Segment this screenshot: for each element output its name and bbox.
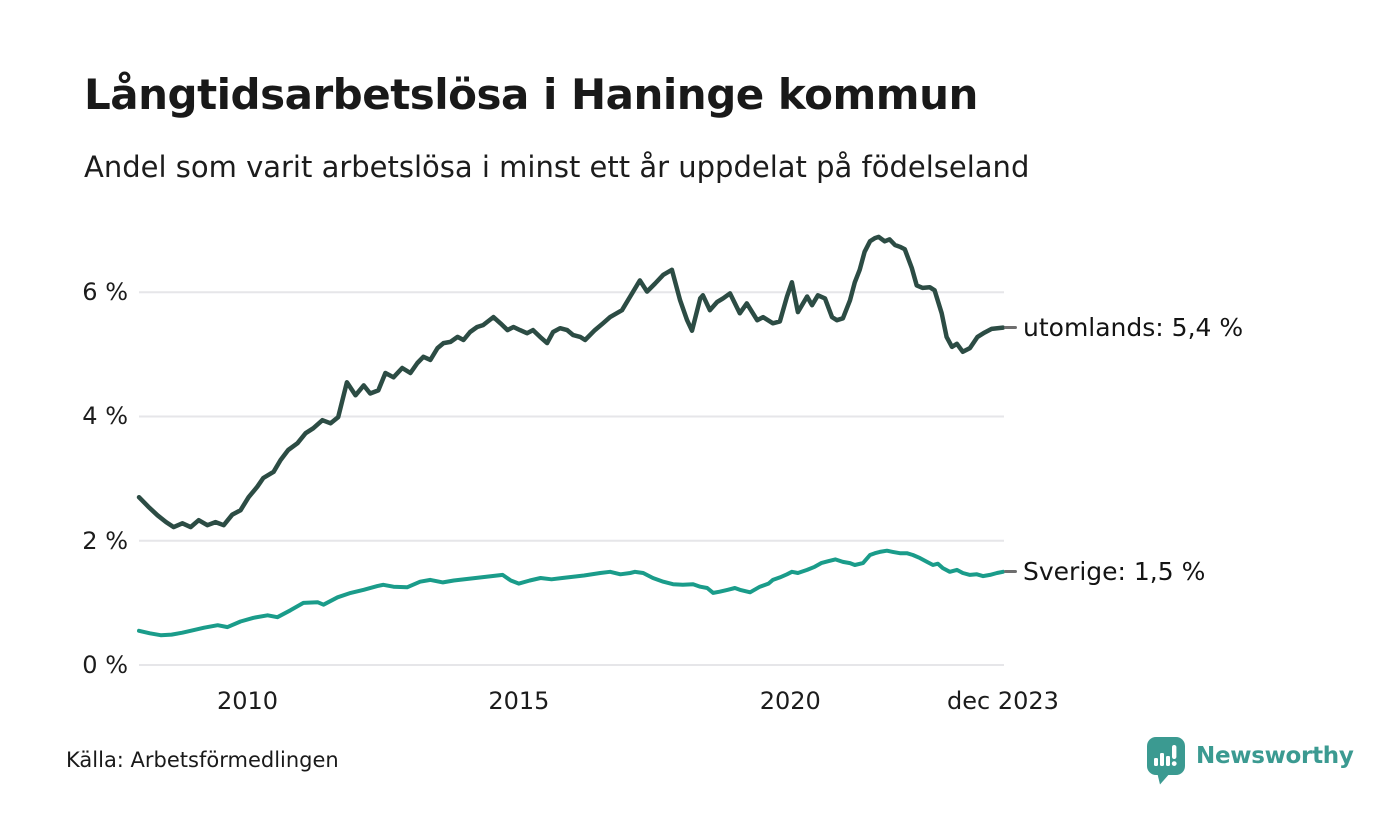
y-tick-label: 0 %: [82, 651, 128, 679]
x-tick-label: 2020: [759, 687, 821, 715]
newsworthy-logo-text: Newsworthy: [1196, 743, 1354, 769]
chart-subtitle: Andel som varit arbetslösa i minst ett å…: [84, 150, 1030, 184]
series-line-utomlands: [136, 234, 1006, 530]
label-connector-dash: [1004, 570, 1017, 574]
y-tick-label: 2 %: [82, 526, 128, 555]
newsworthy-logo-icon: [1147, 737, 1185, 785]
series-label-text: Sverige: 1,5 %: [1023, 556, 1206, 586]
series-label-utomlands: utomlands: 5,4 %: [1004, 311, 1243, 345]
series-line-Sverige: [137, 548, 1005, 638]
x-tick-label: 2015: [488, 687, 550, 715]
x-tick-label: dec 2023: [947, 687, 1059, 715]
y-tick-label: 4 %: [82, 402, 128, 431]
page-title: Långtidsarbetslösa i Haninge kommun: [84, 70, 978, 119]
series-label-text: utomlands: 5,4 %: [1023, 312, 1244, 342]
y-tick-label: 6 %: [82, 278, 128, 307]
source-attribution: Källa: Arbetsförmedlingen: [66, 748, 339, 772]
newsworthy-logo: Newsworthy: [1146, 736, 1354, 785]
label-connector-dash: [1004, 326, 1017, 330]
series-label-sverige: Sverige: 1,5 %: [1004, 555, 1205, 589]
x-tick-label: 2010: [216, 687, 279, 715]
